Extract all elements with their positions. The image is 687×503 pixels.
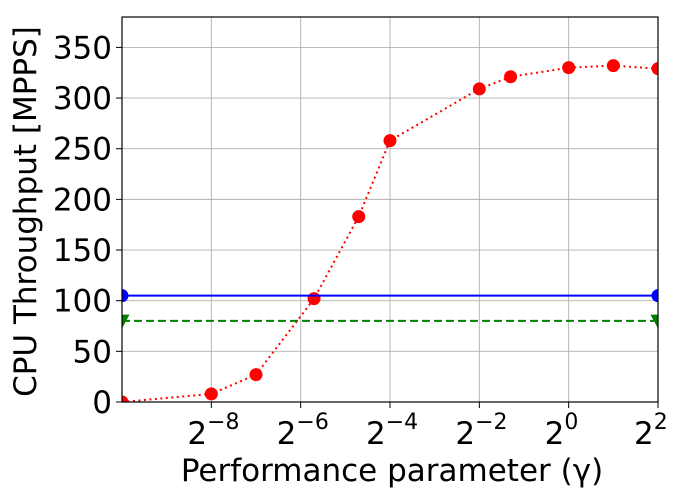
x-tick-label: 2−2 [455,410,507,452]
series-1 [122,289,658,303]
data-point [204,387,218,401]
data-point [606,59,620,73]
x-tick-label: 2−6 [277,410,329,452]
y-tick-label: 300 [53,81,112,117]
x-tick-exponent: −6 [296,410,328,435]
x-tick-base: 2 [187,416,207,452]
data-point [650,314,658,329]
y-tick-label: 100 [53,284,112,320]
data-point [122,314,130,329]
y-axis-label: CPU Throughput [MPPS] [8,26,44,397]
data-point [352,210,366,224]
series-layer [122,59,658,402]
data-point [651,62,658,76]
x-tick-label: 2−8 [187,410,239,452]
y-tick-label: 50 [73,334,112,370]
x-tick-base: 2 [634,416,654,452]
x-tick-exponent: −8 [207,410,239,435]
data-point [122,289,129,303]
x-tick-base: 2 [455,416,475,452]
y-tick-label: 250 [53,132,112,168]
y-tick-label: 0 [92,385,112,421]
y-tick-label: 150 [53,233,112,269]
grid [122,17,659,403]
data-point [307,292,321,306]
x-tick-label: 22 [634,410,668,452]
x-tick-exponent: 2 [654,410,668,435]
data-point [651,289,658,303]
series-0 [122,59,658,402]
x-tick-base: 2 [366,416,386,452]
series-line [122,64,658,402]
x-tick-base: 2 [545,416,565,452]
data-point [472,82,486,96]
y-tick-label: 350 [53,30,112,66]
series-2 [122,314,658,329]
x-tick-label: 20 [545,410,579,452]
data-point [122,395,129,402]
x-tick-exponent: −4 [386,410,418,435]
data-point [504,70,518,84]
x-tick-base: 2 [277,416,297,452]
y-tick-label: 200 [53,182,112,218]
x-tick-exponent: −2 [475,410,507,435]
data-point [383,134,397,148]
x-axis-label: Performance parameter (γ) [181,453,603,489]
data-point [562,61,576,75]
x-tick-label: 2−4 [366,410,418,452]
x-tick-exponent: 0 [564,410,578,435]
data-point [249,368,263,382]
